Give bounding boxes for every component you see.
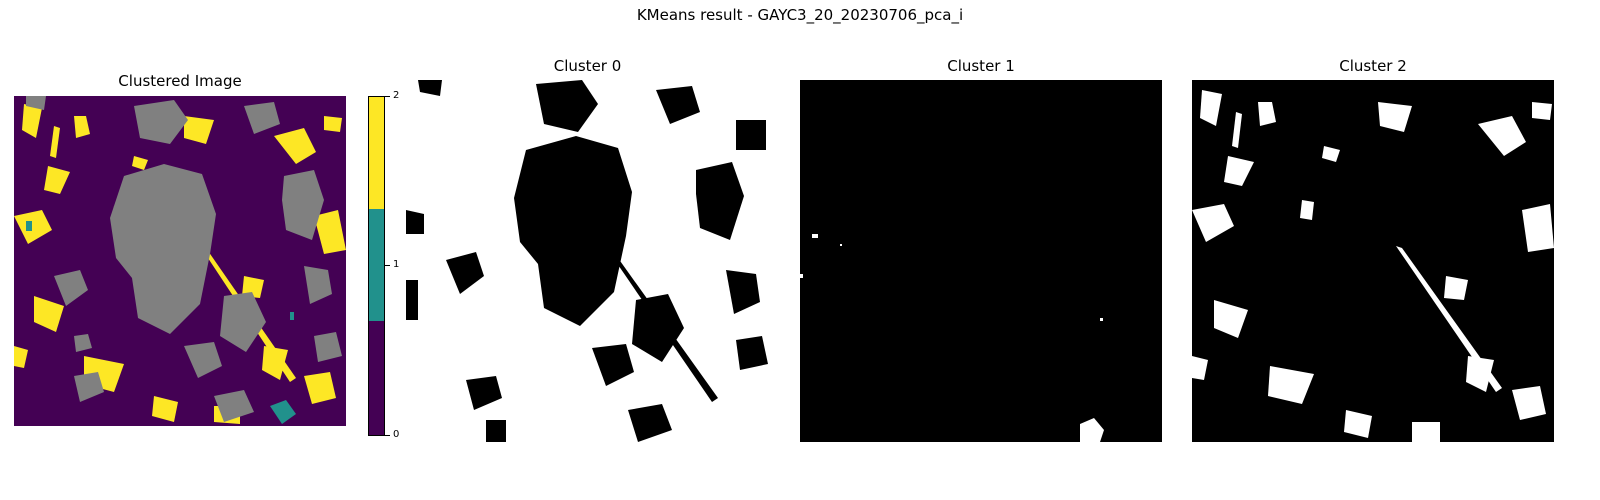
colorbar	[368, 96, 385, 436]
panel-title-cluster-0: Cluster 0	[553, 57, 622, 75]
colorbar-tick-2	[385, 96, 390, 97]
colorbar-label-0: 0	[393, 429, 400, 440]
cluster-1-mask	[800, 80, 1162, 442]
panel-title-cluster-2: Cluster 2	[1339, 57, 1407, 75]
cluster-0-mask	[406, 80, 769, 442]
colorbar-segment-2	[369, 97, 384, 209]
colorbar-segment-1	[369, 209, 384, 321]
panel-title-clustered-image: Clustered Image	[118, 72, 242, 90]
colorbar-tick-0	[385, 435, 390, 436]
cluster-2-mask	[1192, 80, 1554, 442]
clustered-image	[14, 96, 346, 426]
colorbar-label-2: 2	[393, 90, 400, 101]
figure-suptitle: KMeans result - GAYC3_20_20230706_pca_i	[636, 6, 964, 24]
colorbar-segment-0	[369, 321, 384, 435]
colorbar-tick-1	[385, 265, 390, 266]
colorbar-label-1: 1	[393, 259, 400, 270]
panel-title-cluster-1: Cluster 1	[947, 57, 1015, 75]
